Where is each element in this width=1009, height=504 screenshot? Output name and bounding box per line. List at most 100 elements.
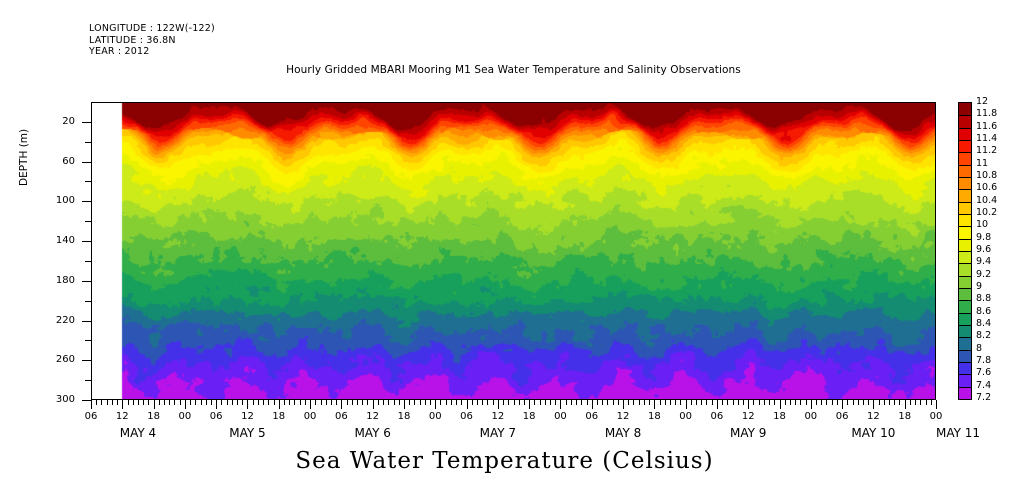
y-axis-tick-label: 180 — [55, 274, 75, 286]
x-minor-tick — [180, 400, 181, 405]
x-axis-hour-label: 06 — [334, 411, 348, 422]
x-axis-hour-label: 00 — [679, 411, 692, 422]
x-axis-day-label: MAY 6 — [354, 426, 391, 440]
x-minor-tick — [534, 400, 535, 405]
x-axis-hour-label: 18 — [147, 411, 160, 422]
x-minor-tick — [858, 400, 859, 405]
y-minor-tick — [85, 142, 91, 143]
x-minor-tick — [305, 400, 306, 405]
y-axis-tick-label: 220 — [55, 314, 75, 326]
x-minor-tick — [477, 400, 478, 405]
x-minor-tick — [899, 400, 900, 405]
x-minor-tick — [221, 400, 222, 405]
x-major-tick — [936, 400, 937, 409]
x-minor-tick — [816, 400, 817, 405]
x-minor-tick — [394, 400, 395, 405]
x-minor-tick — [665, 400, 666, 405]
x-major-tick — [91, 400, 92, 409]
y-minor-tick — [82, 321, 91, 322]
x-axis-hour-label: 06 — [710, 411, 724, 422]
x-minor-tick — [388, 400, 389, 405]
x-minor-tick — [242, 400, 243, 405]
x-axis-hour-label: 12 — [741, 411, 755, 422]
x-minor-tick — [321, 400, 322, 405]
x-minor-tick — [571, 400, 572, 405]
colorbar-tick-label: 9 — [976, 281, 983, 292]
x-minor-tick — [399, 400, 400, 405]
x-major-tick — [748, 400, 749, 409]
x-minor-tick — [508, 400, 509, 405]
x-minor-tick — [613, 400, 614, 405]
x-minor-tick — [112, 400, 113, 405]
x-minor-tick — [853, 400, 854, 405]
colorbar-band — [959, 201, 971, 214]
x-minor-tick — [289, 400, 290, 405]
x-minor-tick — [232, 400, 233, 405]
x-minor-tick — [268, 400, 269, 405]
x-minor-tick — [414, 400, 415, 405]
colorbar-band — [959, 374, 971, 387]
x-minor-tick — [555, 400, 556, 405]
colorbar-band — [959, 214, 971, 227]
x-minor-tick — [258, 400, 259, 405]
x-minor-tick — [143, 400, 144, 405]
colorbar-tick-label: 9.8 — [976, 231, 992, 243]
x-minor-tick — [284, 400, 285, 405]
x-minor-tick — [128, 400, 129, 405]
colorbar-tick-label: 10.2 — [976, 207, 998, 218]
x-axis-day-label: MAY 4 — [119, 426, 157, 440]
y-axis-tick-label: 140 — [55, 235, 75, 247]
colorbar-tick-label: 11.6 — [976, 120, 998, 132]
y-minor-tick — [85, 181, 91, 182]
x-major-tick — [780, 400, 781, 409]
x-minor-tick — [383, 400, 384, 405]
x-minor-tick — [159, 400, 160, 405]
x-minor-tick — [425, 400, 426, 405]
x-minor-tick — [101, 400, 102, 405]
x-minor-tick — [926, 400, 927, 405]
x-minor-tick — [894, 400, 895, 405]
x-major-tick — [686, 400, 687, 409]
y-axis-tick-label: 60 — [62, 155, 75, 167]
x-minor-tick — [759, 400, 760, 405]
x-minor-tick — [581, 400, 582, 405]
x-minor-tick — [785, 400, 786, 405]
y-minor-tick — [82, 281, 91, 282]
x-minor-tick — [644, 400, 645, 405]
x-minor-tick — [446, 400, 447, 405]
colorbar-tick-label: 8.8 — [976, 293, 992, 305]
x-minor-tick — [607, 400, 608, 405]
y-minor-tick — [82, 241, 91, 242]
x-minor-tick — [211, 400, 212, 405]
x-minor-tick — [633, 400, 634, 405]
x-minor-tick — [628, 400, 629, 405]
x-minor-tick — [727, 400, 728, 405]
y-minor-tick — [85, 380, 91, 381]
x-minor-tick — [920, 400, 921, 405]
x-minor-tick — [597, 400, 598, 405]
y-axis-tick-label: 20 — [62, 115, 75, 127]
x-major-tick — [435, 400, 436, 409]
x-minor-tick — [722, 400, 723, 405]
y-axis-tick-label: 260 — [55, 354, 75, 366]
x-minor-tick — [576, 400, 577, 405]
x-minor-tick — [915, 400, 916, 405]
x-major-tick — [560, 400, 561, 409]
y-minor-tick — [82, 360, 91, 361]
x-axis-hour-label: 18 — [898, 411, 912, 422]
colorbar-tick-label: 9.6 — [976, 244, 992, 255]
x-minor-tick — [107, 400, 108, 405]
x-minor-tick — [821, 400, 822, 405]
x-major-tick — [873, 400, 874, 409]
x-axis-hour-label: 12 — [366, 411, 380, 422]
x-minor-tick — [743, 400, 744, 405]
x-axis-hour-label: 18 — [397, 411, 411, 422]
page-title: Hourly Gridded MBARI Mooring M1 Sea Wate… — [286, 64, 741, 76]
colorbar-band — [959, 386, 971, 399]
colorbar-band — [959, 115, 971, 128]
x-minor-tick — [832, 400, 833, 405]
x-minor-tick — [790, 400, 791, 405]
colorbar-band — [959, 263, 971, 276]
colorbar-tick-label: 7.2 — [976, 392, 992, 403]
colorbar-tick-label: 9.4 — [976, 256, 992, 268]
